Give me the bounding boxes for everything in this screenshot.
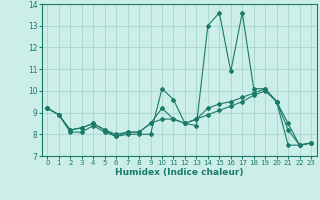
X-axis label: Humidex (Indice chaleur): Humidex (Indice chaleur)	[115, 168, 244, 177]
